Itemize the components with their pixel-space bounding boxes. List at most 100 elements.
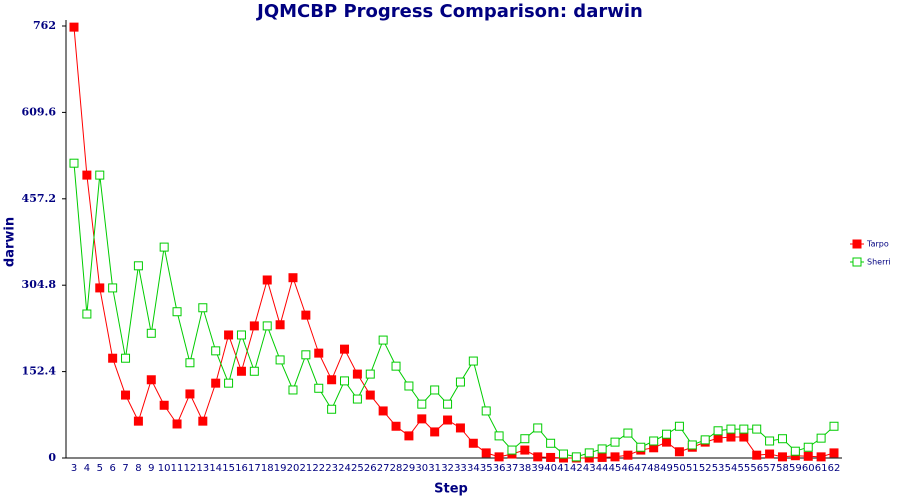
x-tick-label: 46 bbox=[622, 463, 635, 474]
data-point bbox=[391, 361, 401, 371]
x-tick-label: 23 bbox=[325, 463, 338, 474]
data-point bbox=[211, 378, 221, 388]
data-point bbox=[146, 328, 156, 338]
x-tick-label: 53 bbox=[712, 463, 725, 474]
x-tick-label: 16 bbox=[235, 463, 248, 474]
data-point bbox=[69, 158, 79, 168]
x-tick-label: 40 bbox=[544, 463, 557, 474]
data-point bbox=[765, 436, 775, 446]
x-tick-label: 29 bbox=[403, 463, 416, 474]
data-point bbox=[455, 423, 465, 433]
data-point bbox=[301, 350, 311, 360]
data-point bbox=[752, 450, 762, 460]
data-point bbox=[726, 424, 736, 434]
data-point bbox=[404, 381, 414, 391]
x-axis-label: Step bbox=[434, 482, 468, 497]
data-point bbox=[636, 442, 646, 452]
data-point bbox=[185, 358, 195, 368]
data-point bbox=[95, 283, 105, 293]
y-tick-label: 762 bbox=[33, 19, 56, 32]
data-point bbox=[739, 424, 749, 434]
data-point bbox=[481, 406, 491, 416]
data-point bbox=[249, 321, 259, 331]
data-point bbox=[133, 261, 143, 271]
data-point bbox=[378, 406, 388, 416]
data-point bbox=[314, 348, 324, 358]
data-point bbox=[649, 436, 659, 446]
data-point bbox=[185, 389, 195, 399]
data-point bbox=[327, 375, 337, 385]
data-point bbox=[224, 378, 234, 388]
data-point bbox=[172, 419, 182, 429]
data-point bbox=[520, 434, 530, 444]
data-point bbox=[623, 450, 633, 460]
data-point bbox=[236, 366, 246, 376]
x-tick-label: 56 bbox=[750, 463, 763, 474]
data-point bbox=[468, 438, 478, 448]
y-tick-label: 609.6 bbox=[22, 105, 57, 118]
data-point bbox=[662, 437, 672, 447]
x-tick-label: 55 bbox=[737, 463, 750, 474]
x-tick-label: 48 bbox=[647, 463, 660, 474]
data-point bbox=[674, 421, 684, 431]
x-tick-label: 51 bbox=[686, 463, 699, 474]
data-point bbox=[146, 375, 156, 385]
data-point bbox=[365, 369, 375, 379]
data-point bbox=[275, 320, 285, 330]
data-point bbox=[82, 170, 92, 180]
y-tick-label: 0 bbox=[48, 451, 56, 464]
data-point bbox=[417, 414, 427, 424]
data-point bbox=[224, 330, 234, 340]
data-point bbox=[365, 390, 375, 400]
data-point bbox=[597, 452, 607, 462]
data-point bbox=[288, 385, 298, 395]
data-point bbox=[468, 356, 478, 366]
data-point bbox=[713, 433, 723, 443]
data-point bbox=[829, 448, 839, 458]
x-tick-label: 28 bbox=[390, 463, 403, 474]
y-tick-label: 304.8 bbox=[22, 278, 57, 291]
x-tick-label: 26 bbox=[364, 463, 377, 474]
data-point bbox=[507, 445, 517, 455]
data-point bbox=[533, 423, 543, 433]
data-point bbox=[610, 452, 620, 462]
data-point bbox=[69, 22, 79, 32]
x-tick-label: 38 bbox=[518, 463, 531, 474]
data-point bbox=[133, 416, 143, 426]
data-point bbox=[82, 309, 92, 319]
data-point bbox=[391, 421, 401, 431]
x-tick-label: 20 bbox=[287, 463, 300, 474]
data-point bbox=[803, 442, 813, 452]
x-tick-label: 10 bbox=[158, 463, 171, 474]
data-point bbox=[623, 428, 633, 438]
data-point bbox=[829, 421, 839, 431]
x-tick-label: 33 bbox=[454, 463, 467, 474]
legend-label: Sherri bbox=[867, 258, 891, 267]
data-point bbox=[236, 330, 246, 340]
x-tick-label: 62 bbox=[828, 463, 841, 474]
data-point bbox=[674, 447, 684, 457]
x-tick-label: 22 bbox=[312, 463, 325, 474]
data-point bbox=[558, 449, 568, 459]
x-tick-label: 36 bbox=[493, 463, 506, 474]
x-tick-label: 30 bbox=[415, 463, 428, 474]
data-point bbox=[352, 394, 362, 404]
x-tick-label: 6 bbox=[109, 463, 115, 474]
data-point bbox=[700, 435, 710, 445]
data-point bbox=[455, 377, 465, 387]
legend-marker bbox=[852, 239, 862, 249]
x-tick-label: 41 bbox=[557, 463, 570, 474]
x-tick-label: 57 bbox=[763, 463, 776, 474]
x-tick-label: 58 bbox=[776, 463, 789, 474]
data-point bbox=[121, 390, 131, 400]
data-point bbox=[340, 376, 350, 386]
x-tick-label: 59 bbox=[789, 463, 802, 474]
x-tick-label: 18 bbox=[261, 463, 274, 474]
data-point bbox=[95, 170, 105, 180]
data-point bbox=[262, 275, 272, 285]
x-tick-label: 15 bbox=[222, 463, 235, 474]
y-axis-label: darwin bbox=[3, 217, 18, 267]
y-tick-label: 457.2 bbox=[22, 192, 56, 205]
data-point bbox=[713, 426, 723, 436]
data-point bbox=[249, 366, 259, 376]
